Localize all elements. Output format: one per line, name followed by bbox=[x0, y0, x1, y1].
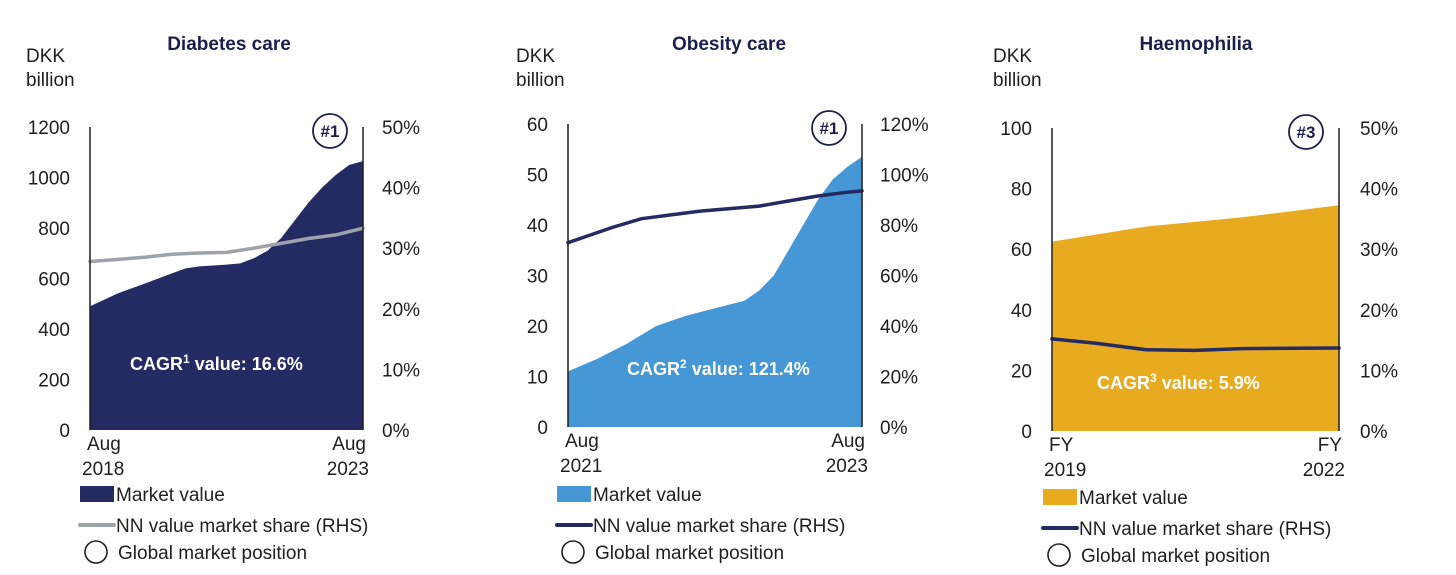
chart-2: Obesity care DKK billion 0 10 20 30 40 50 60 0% 20%… bbox=[516, 34, 929, 564]
y-axis-unit-label: billion bbox=[993, 70, 1042, 91]
y-tick-label: 60 bbox=[1011, 240, 1032, 261]
y-tick-label: 400 bbox=[38, 320, 70, 341]
cagr-label: CAGR2 value: 121.4% bbox=[627, 357, 810, 379]
market-position-badge-text: #1 bbox=[820, 119, 839, 138]
y2-tick-label: 60% bbox=[880, 267, 918, 288]
legend-label: Global market position bbox=[118, 543, 307, 564]
y-tick-label: 80 bbox=[1011, 180, 1032, 201]
legend-label: Market value bbox=[593, 485, 702, 506]
y-tick-label: 20 bbox=[527, 317, 548, 338]
y2-tick-label: 20% bbox=[382, 300, 420, 321]
chart-1: Diabetes care DKK billion 0 200 400 600 800 1000… bbox=[26, 34, 420, 564]
market-position-badge bbox=[811, 110, 847, 146]
y-axis-unit-label: billion bbox=[516, 70, 565, 91]
cagr-label: CAGR3 value: 5.9% bbox=[1097, 371, 1260, 393]
market-position-badge-text: #3 bbox=[1297, 123, 1316, 142]
y-tick-label: 20 bbox=[1011, 361, 1032, 382]
x-tick-label: Aug bbox=[831, 431, 865, 452]
market-position-badge-text: #1 bbox=[321, 122, 340, 141]
market-position-badge bbox=[312, 113, 348, 149]
y-tick-label: 60 bbox=[527, 115, 548, 136]
chart-title: Diabetes care bbox=[167, 34, 291, 55]
y2-tick-label: 40% bbox=[382, 179, 420, 200]
y2-tick-label: 0% bbox=[1360, 422, 1388, 443]
y2-tick-label: 20% bbox=[880, 368, 918, 389]
y-axis-unit-label: DKK bbox=[993, 46, 1032, 67]
y-tick-label: 1200 bbox=[28, 118, 70, 139]
y-tick-label: 1000 bbox=[28, 169, 70, 190]
y2-tick-label: 80% bbox=[880, 216, 918, 237]
chart-3: Haemophilia DKK billion 0 20 40 60 80 100 0% 10% 20… bbox=[993, 34, 1398, 567]
y2-tick-label: 10% bbox=[382, 360, 420, 381]
y-tick-label: 0 bbox=[537, 418, 548, 439]
legend-label: Market value bbox=[116, 485, 225, 506]
legend-label: Global market position bbox=[1081, 546, 1270, 567]
y-tick-label: 800 bbox=[38, 219, 70, 240]
legend-label: Global market position bbox=[595, 543, 784, 564]
y-axis-unit-label: DKK bbox=[516, 46, 555, 67]
x-tick-label: 2019 bbox=[1044, 460, 1086, 481]
y-axis-unit-label: billion bbox=[26, 70, 75, 91]
y-tick-label: 200 bbox=[38, 371, 70, 392]
nn-share-line bbox=[1050, 337, 1341, 353]
y-axis-unit-label: DKK bbox=[26, 46, 65, 67]
legend-swatch-market-value bbox=[557, 486, 591, 502]
legend-label: NN value market share (RHS) bbox=[116, 516, 368, 537]
legend-swatch-market-value bbox=[80, 486, 114, 502]
y-tick-label: 40 bbox=[527, 216, 548, 237]
market-value-area bbox=[568, 156, 862, 428]
legend-label: NN value market share (RHS) bbox=[1079, 519, 1331, 540]
legend-swatch-position-circle bbox=[84, 540, 108, 564]
y2-tick-label: 30% bbox=[1360, 240, 1398, 261]
x-tick-label: FY bbox=[1049, 435, 1074, 456]
nn-share-line bbox=[566, 189, 864, 245]
market-value-area bbox=[1052, 205, 1339, 431]
x-tick-label: 2021 bbox=[560, 456, 602, 477]
chart-title: Haemophilia bbox=[1140, 34, 1253, 55]
legend-label: NN value market share (RHS) bbox=[593, 516, 845, 537]
legend-swatch-position-circle bbox=[561, 540, 585, 564]
legend-swatch-market-value bbox=[1043, 489, 1077, 505]
y2-tick-label: 20% bbox=[1360, 301, 1398, 322]
y2-tick-label: 100% bbox=[880, 166, 929, 187]
y2-tick-label: 50% bbox=[1360, 119, 1398, 140]
cagr-label: CAGR1 value: 16.6% bbox=[130, 352, 303, 374]
y-tick-label: 100 bbox=[1000, 119, 1032, 140]
y-tick-label: 40 bbox=[1011, 301, 1032, 322]
x-tick-label: 2023 bbox=[327, 459, 369, 480]
y2-tick-label: 40% bbox=[1360, 180, 1398, 201]
nn-share-line bbox=[88, 226, 365, 264]
y-tick-label: 50 bbox=[527, 166, 548, 187]
y2-tick-label: 0% bbox=[382, 421, 410, 442]
y2-tick-label: 10% bbox=[1360, 361, 1398, 382]
x-tick-label: 2022 bbox=[1303, 460, 1345, 481]
market-value-area bbox=[90, 161, 363, 430]
y2-tick-label: 120% bbox=[880, 115, 929, 136]
y-tick-label: 0 bbox=[1021, 422, 1032, 443]
y-tick-label: 30 bbox=[527, 267, 548, 288]
market-position-badge bbox=[1288, 114, 1324, 150]
x-tick-label: Aug bbox=[87, 434, 121, 455]
x-tick-label: FY bbox=[1318, 435, 1343, 456]
y2-tick-label: 30% bbox=[382, 239, 420, 260]
y2-tick-label: 50% bbox=[382, 118, 420, 139]
legend-swatch-position-circle bbox=[1047, 543, 1071, 567]
chart-title: Obesity care bbox=[672, 34, 786, 55]
y2-tick-label: 0% bbox=[880, 418, 908, 439]
x-tick-label: Aug bbox=[332, 434, 366, 455]
y-tick-label: 600 bbox=[38, 270, 70, 291]
x-tick-label: Aug bbox=[565, 431, 599, 452]
y-tick-label: 0 bbox=[59, 421, 70, 442]
y-tick-label: 10 bbox=[527, 368, 548, 389]
x-tick-label: 2023 bbox=[826, 456, 868, 477]
x-tick-label: 2018 bbox=[82, 459, 124, 480]
legend-label: Market value bbox=[1079, 488, 1188, 509]
y2-tick-label: 40% bbox=[880, 317, 918, 338]
